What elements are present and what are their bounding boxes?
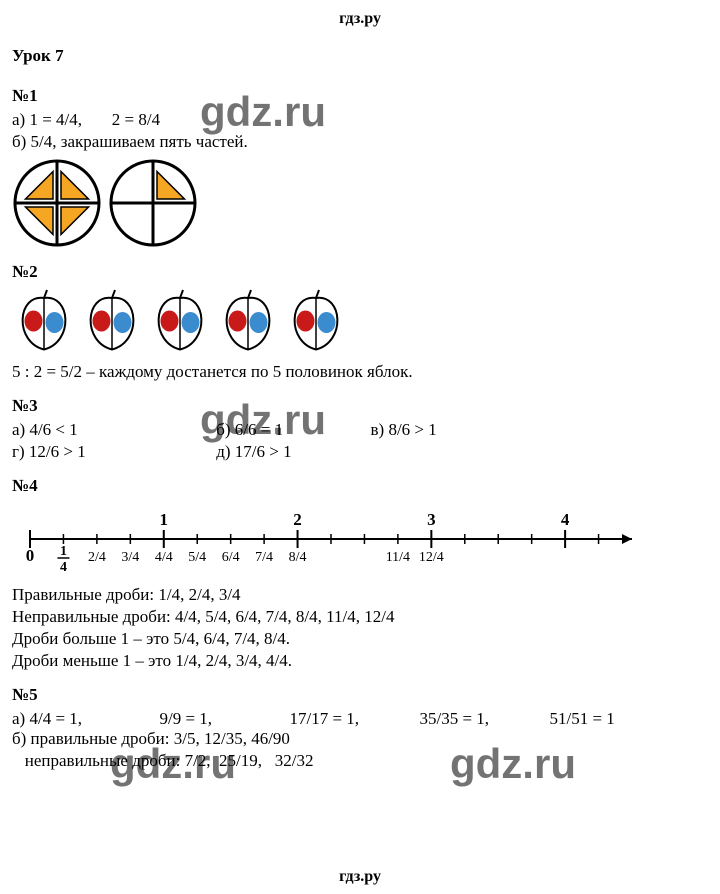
apple-icon: [284, 311, 352, 330]
apple-icon: [148, 311, 216, 330]
task1-a-p2: 2 = 8/4: [112, 110, 160, 129]
svg-text:8/4: 8/4: [289, 550, 307, 565]
svg-text:3: 3: [427, 510, 436, 529]
svg-text:4: 4: [561, 510, 570, 529]
page-header: гдз.ру: [12, 10, 708, 28]
svg-text:7/4: 7/4: [255, 550, 273, 565]
task3-b: б) 6/6 = 1: [216, 420, 366, 440]
task4-text-line: Неправильные дроби: 4/4, 5/4, 6/4, 7/4, …: [12, 607, 708, 627]
lesson-title: Урок 7: [12, 46, 708, 66]
svg-text:5/4: 5/4: [188, 550, 206, 565]
task3-row1: а) 4/6 < 1 б) 6/6 = 1 в) 8/6 > 1: [12, 420, 708, 440]
apple-icon: [80, 311, 148, 330]
svg-text:0: 0: [26, 546, 35, 565]
svg-text:4: 4: [60, 560, 67, 574]
task3-g: г) 12/6 > 1: [12, 442, 212, 462]
apple-icon: [12, 311, 80, 330]
task4-number: №4: [12, 476, 708, 496]
task5-a-prefix: а): [12, 709, 29, 728]
svg-text:2/4: 2/4: [88, 550, 106, 565]
task5-row-a: а) 4/4 = 1,9/9 = 1,17/17 = 1,35/35 = 1,5…: [12, 709, 708, 729]
svg-text:1: 1: [60, 544, 67, 559]
task3-d: д) 17/6 > 1: [216, 442, 366, 462]
task5-a-cell: 35/35 = 1,: [419, 709, 549, 729]
svg-text:3/4: 3/4: [121, 550, 139, 565]
task4-text-line: Дроби больше 1 – это 5/4, 6/4, 7/4, 8/4.: [12, 629, 708, 649]
svg-text:2: 2: [293, 510, 302, 529]
task1-number: №1: [12, 86, 708, 106]
svg-text:4/4: 4/4: [155, 550, 173, 565]
task2-number: №2: [12, 262, 708, 282]
task5-a-cell: 9/9 = 1,: [159, 709, 289, 729]
page-footer: гдз.ру: [0, 868, 720, 886]
task5-line-c: неправильные дроби: 7/2, 25/19, 32/32: [12, 751, 708, 771]
task3-a: а) 4/6 < 1: [12, 420, 212, 440]
task1-pies: [12, 158, 708, 248]
task5-a-cell: 51/51 = 1: [549, 709, 679, 729]
task3-c: в) 8/6 > 1: [371, 420, 437, 440]
task4-lines: Правильные дроби: 1/4, 2/4, 3/4Неправиль…: [12, 585, 708, 671]
pie-icon: [108, 192, 204, 211]
task1-a-p1: 1 = 4/4,: [29, 110, 82, 129]
task5-number: №5: [12, 685, 708, 705]
task2-apples: [12, 286, 708, 358]
task4-text-line: Дроби меньше 1 – это 1/4, 2/4, 3/4, 4/4.: [12, 651, 708, 671]
svg-text:12/4: 12/4: [419, 550, 444, 565]
task5-a-cell: 4/4 = 1,: [29, 709, 159, 729]
svg-text:11/4: 11/4: [386, 550, 410, 565]
task1-line-a: а) 1 = 4/4, 2 = 8/4: [12, 110, 708, 130]
apple-icon: [216, 311, 284, 330]
task3-row2: г) 12/6 > 1 д) 17/6 > 1: [12, 442, 708, 462]
task4-text-line: Правильные дроби: 1/4, 2/4, 3/4: [12, 585, 708, 605]
task1-line-b: б) 5/4, закрашиваем пять частей.: [12, 132, 708, 152]
task3-number: №3: [12, 396, 708, 416]
task4-numberline: 123402/43/44/45/46/47/48/411/412/414: [12, 504, 708, 579]
task2-line: 5 : 2 = 5/2 – каждому достанется по 5 по…: [12, 362, 708, 382]
pie-icon: [12, 192, 108, 211]
svg-text:6/4: 6/4: [222, 550, 240, 565]
task5-line-b: б) правильные дроби: 3/5, 12/35, 46/90: [12, 729, 708, 749]
svg-text:1: 1: [160, 510, 169, 529]
task1-a-prefix: а): [12, 110, 29, 129]
task5-a-cell: 17/17 = 1,: [289, 709, 419, 729]
